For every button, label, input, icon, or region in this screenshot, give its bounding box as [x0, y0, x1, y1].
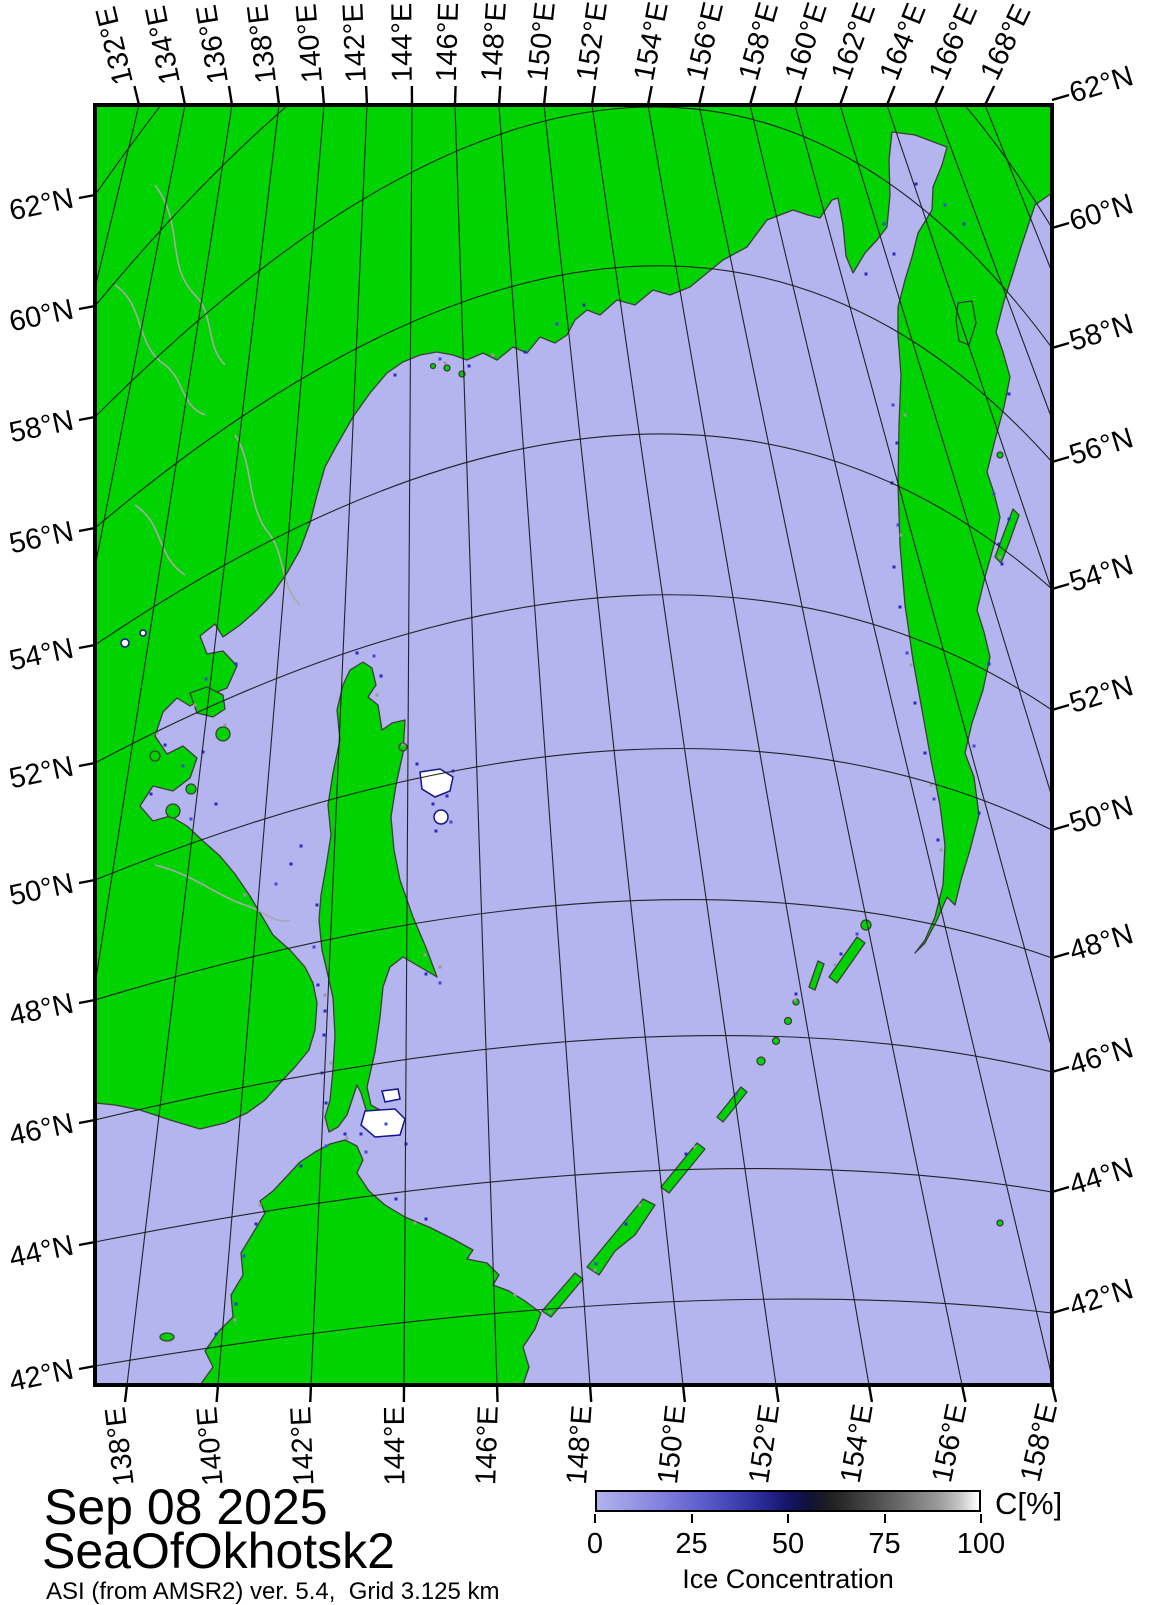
meridian-line — [839, 105, 1052, 798]
bottom-axis-label: 146°E — [470, 1405, 505, 1485]
bottom-axis-label: 148°E — [561, 1404, 599, 1485]
bottom-axis-label: 158°E — [1015, 1400, 1064, 1485]
left-axis-label: 46°N — [6, 1108, 76, 1153]
top-axis-label: 152°E — [571, 0, 614, 83]
small-islet — [996, 451, 1004, 459]
river-lines — [114, 184, 301, 922]
meridian-line — [95, 105, 140, 289]
top-axis-label: 158°E — [733, 0, 785, 84]
top-axis-label: 146°E — [431, 2, 465, 82]
parallel-line — [95, 1168, 1052, 1243]
kuril-islands — [541, 919, 872, 1318]
date-text: Sep 08 2025 — [44, 1479, 328, 1535]
right-axis-label: 46°N — [1066, 1032, 1137, 1082]
source-text: ASI (from AMSR2) ver. 5.4, Grid 3.125 km — [46, 1578, 500, 1605]
top-axis-label: 134°E — [140, 3, 187, 87]
left-axis-label: 52°N — [6, 751, 76, 796]
top-axis-label: 132°E — [90, 3, 140, 88]
right-axis-label: 44°N — [1066, 1152, 1137, 1202]
meridian-line — [126, 105, 280, 1385]
parallel-line — [95, 899, 1052, 1001]
parallel-line — [95, 1034, 1052, 1121]
rebun-islet — [159, 1332, 175, 1342]
top-axis-label: 144°E — [386, 3, 419, 83]
shantar-islands — [149, 686, 231, 819]
bottom-axis-label: 154°E — [835, 1402, 880, 1486]
top-axis-label: 148°E — [476, 1, 513, 82]
left-axis-label: 48°N — [6, 988, 76, 1033]
meridian-line — [454, 105, 498, 1385]
right-axis-label: 54°N — [1066, 549, 1137, 599]
meridian-line — [934, 105, 1052, 420]
sakhalin-east-islet — [398, 742, 408, 752]
meridian-line — [794, 105, 1052, 1050]
far-south-islet — [996, 1219, 1004, 1227]
hokkaido-island — [199, 1139, 542, 1385]
top-axis-label: 136°E — [191, 3, 235, 86]
top-axis-label: 142°E — [337, 2, 373, 83]
meridian-line — [886, 105, 1052, 592]
parallel-line — [95, 433, 1052, 646]
meridian-line — [498, 105, 591, 1385]
bottom-axis-label: 138°E — [100, 1405, 141, 1488]
left-axis-label: 50°N — [6, 868, 76, 913]
bottom-axis-label: 140°E — [191, 1405, 229, 1487]
left-axis-label: 58°N — [6, 405, 76, 450]
left-axis-label: 54°N — [6, 633, 76, 678]
right-axis-label: 56°N — [1066, 422, 1137, 472]
region-text: SeaOfOkhotsk2 — [42, 1523, 395, 1579]
left-axis-label: 42°N — [6, 1354, 76, 1399]
parallel-line — [95, 105, 1052, 307]
meridian-line — [698, 105, 963, 1385]
top-axis-label: 138°E — [242, 2, 283, 85]
parallel-line — [95, 265, 1052, 529]
top-axis-label: 156°E — [681, 0, 731, 84]
right-axis-label: 60°N — [1066, 188, 1137, 238]
parallel-line — [95, 747, 1052, 881]
axis-ticks — [78, 85, 1070, 1403]
right-axis-label: 52°N — [1066, 670, 1137, 720]
parallel-line — [95, 594, 1052, 764]
left-axis-label: 60°N — [6, 294, 76, 339]
meridian-line — [984, 105, 1052, 273]
meridian-line — [647, 105, 870, 1385]
bottom-axis-label: 152°E — [743, 1402, 786, 1485]
top-axis-label: 154°E — [628, 0, 675, 83]
right-axis-label: 48°N — [1066, 918, 1137, 968]
meridian-line — [217, 105, 325, 1385]
left-axis-label: 62°N — [6, 183, 76, 228]
mainland-and-kamchatka-landmass — [95, 105, 1052, 1130]
bottom-axis-label: 156°E — [926, 1401, 973, 1485]
left-axis-label: 44°N — [6, 1230, 76, 1275]
parallel-line — [95, 1298, 1052, 1367]
graticule — [95, 105, 1052, 1385]
meridian-line — [95, 105, 233, 986]
white-patches — [120, 629, 454, 1138]
meridian-line — [591, 105, 777, 1385]
meridian-line — [310, 105, 368, 1385]
meridian-line — [749, 105, 1052, 1378]
map-frame-border — [93, 103, 1054, 1387]
meridian-line — [543, 105, 684, 1385]
map-canvas — [95, 105, 1052, 1385]
bottom-axis-label: 144°E — [379, 1406, 412, 1486]
right-axis-label: 42°N — [1066, 1273, 1137, 1323]
meridian-line — [95, 105, 186, 568]
right-axis-label: 50°N — [1066, 790, 1137, 840]
right-axis-label: 58°N — [1066, 308, 1137, 358]
parallel-line — [95, 106, 1052, 418]
top-axis-label: 140°E — [291, 2, 329, 84]
bottom-axis-label: 150°E — [652, 1403, 692, 1485]
top-axis-label: 150°E — [522, 0, 562, 82]
meridian-line — [403, 105, 413, 1385]
right-axis-label: 62°N — [1066, 60, 1137, 110]
left-axis-label: 56°N — [6, 516, 76, 561]
bottom-axis-label: 142°E — [285, 1406, 320, 1487]
